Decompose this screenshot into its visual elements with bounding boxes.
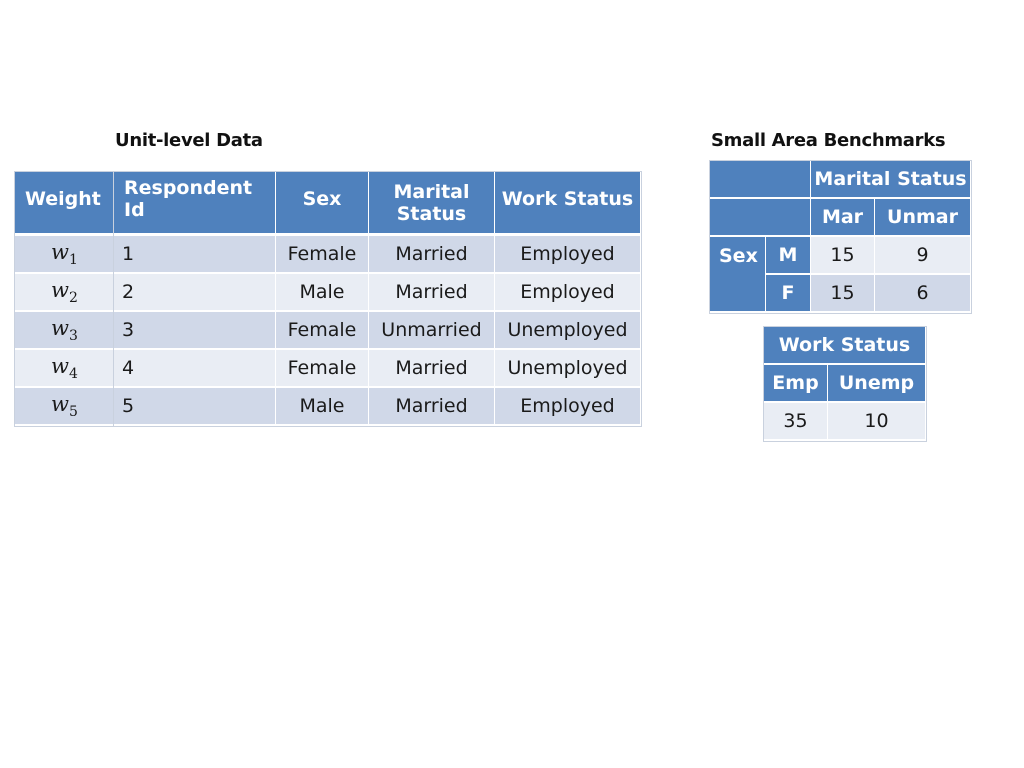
- blank-header-cell: [710, 199, 811, 237]
- weight-header: Weight: [15, 172, 114, 236]
- weight-cell: w1: [15, 236, 114, 274]
- respondent-id-cell: 1: [114, 236, 276, 274]
- mar-header: Mar: [811, 199, 875, 237]
- unit-level-title: Unit-level Data: [115, 130, 263, 151]
- sex-cell: Male: [276, 388, 369, 426]
- emp-value-cell: 35: [764, 403, 828, 441]
- respondent-id-cell: 3: [114, 312, 276, 350]
- respondent-id-cell: 5: [114, 388, 276, 426]
- sex-cell: Female: [276, 236, 369, 274]
- weight-cell: w4: [15, 350, 114, 388]
- marital-cell: Unmarried: [369, 312, 495, 350]
- unit-level-table: Respondent Id Sex Marital Status Work St…: [113, 171, 642, 427]
- table-row: 1 Female Married Employed: [114, 236, 641, 274]
- respondent-id-cell: 2: [114, 274, 276, 312]
- work-cell: Unemployed: [495, 350, 641, 388]
- work-cell: Employed: [495, 236, 641, 274]
- male-mar-cell: 15: [811, 237, 875, 275]
- female-mar-cell: 15: [811, 275, 875, 313]
- work-cell: Unemployed: [495, 312, 641, 350]
- sex-marital-benchmark-table: Marital Status Mar Unmar Sex M 15 9 F 15…: [709, 160, 972, 314]
- male-unmar-cell: 9: [875, 237, 971, 275]
- female-row-header: F: [766, 275, 811, 313]
- female-unmar-cell: 6: [875, 275, 971, 313]
- sex-cell: Female: [276, 312, 369, 350]
- sex-cell: Male: [276, 274, 369, 312]
- male-row-header: M: [766, 237, 811, 275]
- table-row: 5 Male Married Employed: [114, 388, 641, 426]
- weight-cell: w2: [15, 274, 114, 312]
- table-row: 3 Female Unmarried Unemployed: [114, 312, 641, 350]
- sex-cell: Female: [276, 350, 369, 388]
- sex-row-header: Sex: [710, 237, 766, 313]
- benchmarks-title: Small Area Benchmarks: [711, 130, 946, 151]
- weight-cell: w5: [15, 388, 114, 426]
- table-row: 2 Male Married Employed: [114, 274, 641, 312]
- weight-table: Weight w1 w2 w3 w4 w5: [14, 171, 115, 427]
- unemp-value-cell: 10: [828, 403, 926, 441]
- respondent-id-header: Respondent Id: [114, 172, 276, 236]
- work-cell: Employed: [495, 274, 641, 312]
- respondent-id-cell: 4: [114, 350, 276, 388]
- work-status-header: Work Status: [764, 327, 926, 365]
- work-status-benchmark-table: Work Status Emp Unemp 35 10: [763, 326, 927, 442]
- work-status-header: Work Status: [495, 172, 641, 236]
- emp-header: Emp: [764, 365, 828, 403]
- marital-cell: Married: [369, 388, 495, 426]
- marital-cell: Married: [369, 350, 495, 388]
- unemp-header: Unemp: [828, 365, 926, 403]
- marital-header-line2: Status: [396, 202, 467, 225]
- marital-header-line1: Marital: [393, 180, 470, 203]
- sex-header: Sex: [276, 172, 369, 236]
- marital-status-header: Marital Status: [811, 161, 971, 199]
- unmar-header: Unmar: [875, 199, 971, 237]
- weight-cell: w3: [15, 312, 114, 350]
- work-cell: Employed: [495, 388, 641, 426]
- marital-status-header: Marital Status: [369, 172, 495, 236]
- blank-header-cell: [710, 161, 811, 199]
- marital-cell: Married: [369, 236, 495, 274]
- marital-cell: Married: [369, 274, 495, 312]
- table-row: 4 Female Married Unemployed: [114, 350, 641, 388]
